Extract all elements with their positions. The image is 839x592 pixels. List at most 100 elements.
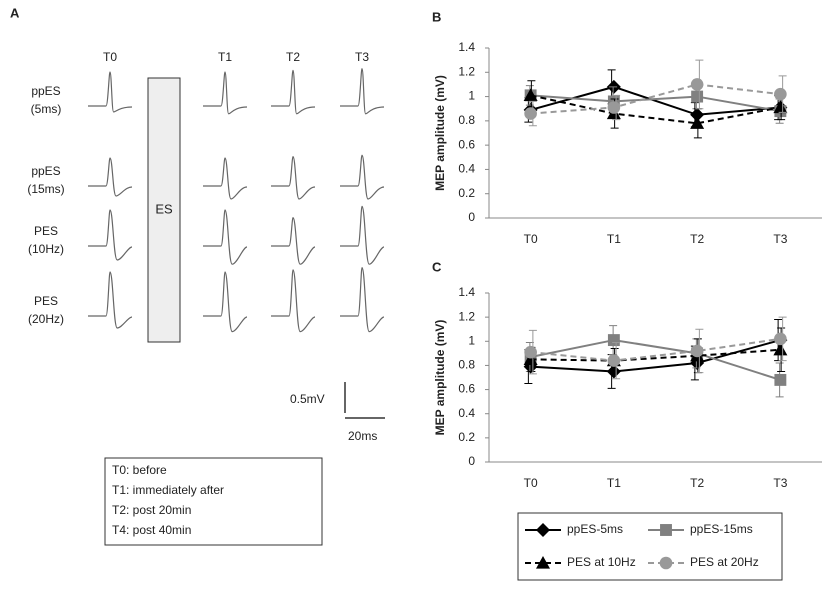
- y-tick-label: 1.2: [458, 64, 475, 78]
- series-line: [530, 339, 781, 373]
- key-entry: T4: post 40min: [112, 523, 191, 537]
- x-tick-label: T3: [773, 476, 787, 490]
- trace: [271, 269, 316, 333]
- trace: [88, 71, 133, 113]
- y-tick-label: 0: [468, 454, 475, 468]
- x-tick-label: T0: [524, 476, 538, 490]
- y-tick-label: 1: [468, 89, 475, 103]
- series-line: [530, 83, 781, 115]
- row-label: (5ms): [31, 102, 62, 116]
- series-line: [530, 337, 781, 362]
- row-label: ppES: [31, 164, 60, 178]
- row-label: (10Hz): [28, 242, 64, 256]
- marker-circle: [524, 107, 537, 120]
- row-label: (15ms): [27, 182, 64, 196]
- column-label: T0: [103, 50, 117, 64]
- marker-triangle: [523, 88, 538, 101]
- x-tick-label: T2: [690, 232, 704, 246]
- trace: [203, 209, 248, 265]
- trace: [88, 157, 133, 197]
- trace: [271, 69, 316, 115]
- series-line: [530, 85, 781, 116]
- trace: [340, 205, 385, 265]
- y-tick-label: 0.4: [458, 162, 475, 176]
- marker-square: [691, 90, 704, 103]
- scale-voltage-label: 0.5mV: [290, 392, 325, 406]
- y-axis-label: MEP amplitude (mV): [433, 320, 447, 436]
- key-entry: T1: immediately after: [112, 483, 224, 497]
- legend-label: ppES-5ms: [567, 522, 623, 536]
- marker-circle: [774, 332, 787, 346]
- legend-marker: [536, 523, 550, 537]
- trace: [88, 271, 133, 329]
- legend-marker: [536, 556, 550, 569]
- trace: [271, 155, 316, 200]
- x-tick-label: T0: [524, 232, 538, 246]
- es-label: ES: [155, 201, 173, 216]
- x-tick-label: T2: [690, 476, 704, 490]
- marker-triangle: [690, 116, 705, 129]
- panel-label: B: [432, 9, 441, 24]
- key-entry: T0: before: [112, 463, 167, 477]
- row-label: PES: [34, 294, 58, 308]
- trace: [340, 154, 385, 200]
- y-tick-label: 0.8: [458, 358, 475, 372]
- trace: [88, 209, 133, 261]
- legend-marker: [660, 524, 672, 536]
- series-line: [530, 94, 781, 125]
- series-line: [530, 339, 781, 381]
- scale-time-label: 20ms: [348, 429, 377, 443]
- marker-triangle: [773, 100, 788, 114]
- trace: [203, 71, 248, 115]
- legend-label: PES at 10Hz: [567, 555, 636, 569]
- y-tick-label: 1.4: [458, 285, 475, 299]
- legend-box: [517, 512, 783, 581]
- marker-diamond: [606, 364, 621, 379]
- marker-square: [607, 334, 620, 347]
- y-axis-label: MEP amplitude (mV): [433, 75, 447, 191]
- y-tick-label: 0.2: [458, 430, 475, 444]
- x-tick-label: T3: [773, 232, 787, 246]
- trace: [203, 157, 248, 200]
- marker-triangle: [523, 352, 538, 365]
- column-label: T2: [286, 50, 300, 64]
- y-tick-label: 0.2: [458, 186, 475, 200]
- key-box: [104, 457, 323, 546]
- trace: [203, 271, 248, 333]
- es-box: [147, 77, 181, 343]
- y-tick-label: 1.2: [458, 309, 475, 323]
- series-line: [530, 94, 781, 113]
- column-label: T1: [218, 50, 232, 64]
- y-tick-label: 0.8: [458, 113, 475, 127]
- row-label: (20Hz): [28, 312, 64, 326]
- trace: [340, 67, 385, 115]
- y-tick-label: 0.6: [458, 382, 475, 396]
- marker-circle: [690, 78, 704, 91]
- marker-square: [774, 373, 787, 386]
- marker-circle: [607, 101, 621, 114]
- legend-label: ppES-15ms: [690, 522, 753, 536]
- marker-circle: [607, 354, 621, 367]
- key-entry: T2: post 20min: [112, 503, 191, 517]
- marker-diamond: [690, 107, 705, 122]
- x-tick-label: T1: [607, 476, 621, 490]
- legend-marker: [659, 556, 673, 570]
- marker-circle: [524, 345, 537, 359]
- legend-label: PES at 20Hz: [690, 555, 759, 569]
- marker-circle: [690, 344, 704, 358]
- x-tick-label: T1: [607, 232, 621, 246]
- row-label: ppES: [31, 84, 60, 98]
- y-tick-label: 0: [468, 210, 475, 224]
- trace: [271, 217, 316, 265]
- y-tick-label: 0.6: [458, 137, 475, 151]
- panel-label: A: [10, 5, 20, 20]
- series-line: [530, 348, 781, 362]
- trace: [340, 266, 385, 333]
- marker-triangle: [773, 342, 788, 356]
- column-label: T3: [355, 50, 369, 64]
- panel-label: C: [432, 259, 442, 274]
- y-tick-label: 1.4: [458, 40, 475, 54]
- y-tick-label: 1: [468, 333, 475, 347]
- row-label: PES: [34, 224, 58, 238]
